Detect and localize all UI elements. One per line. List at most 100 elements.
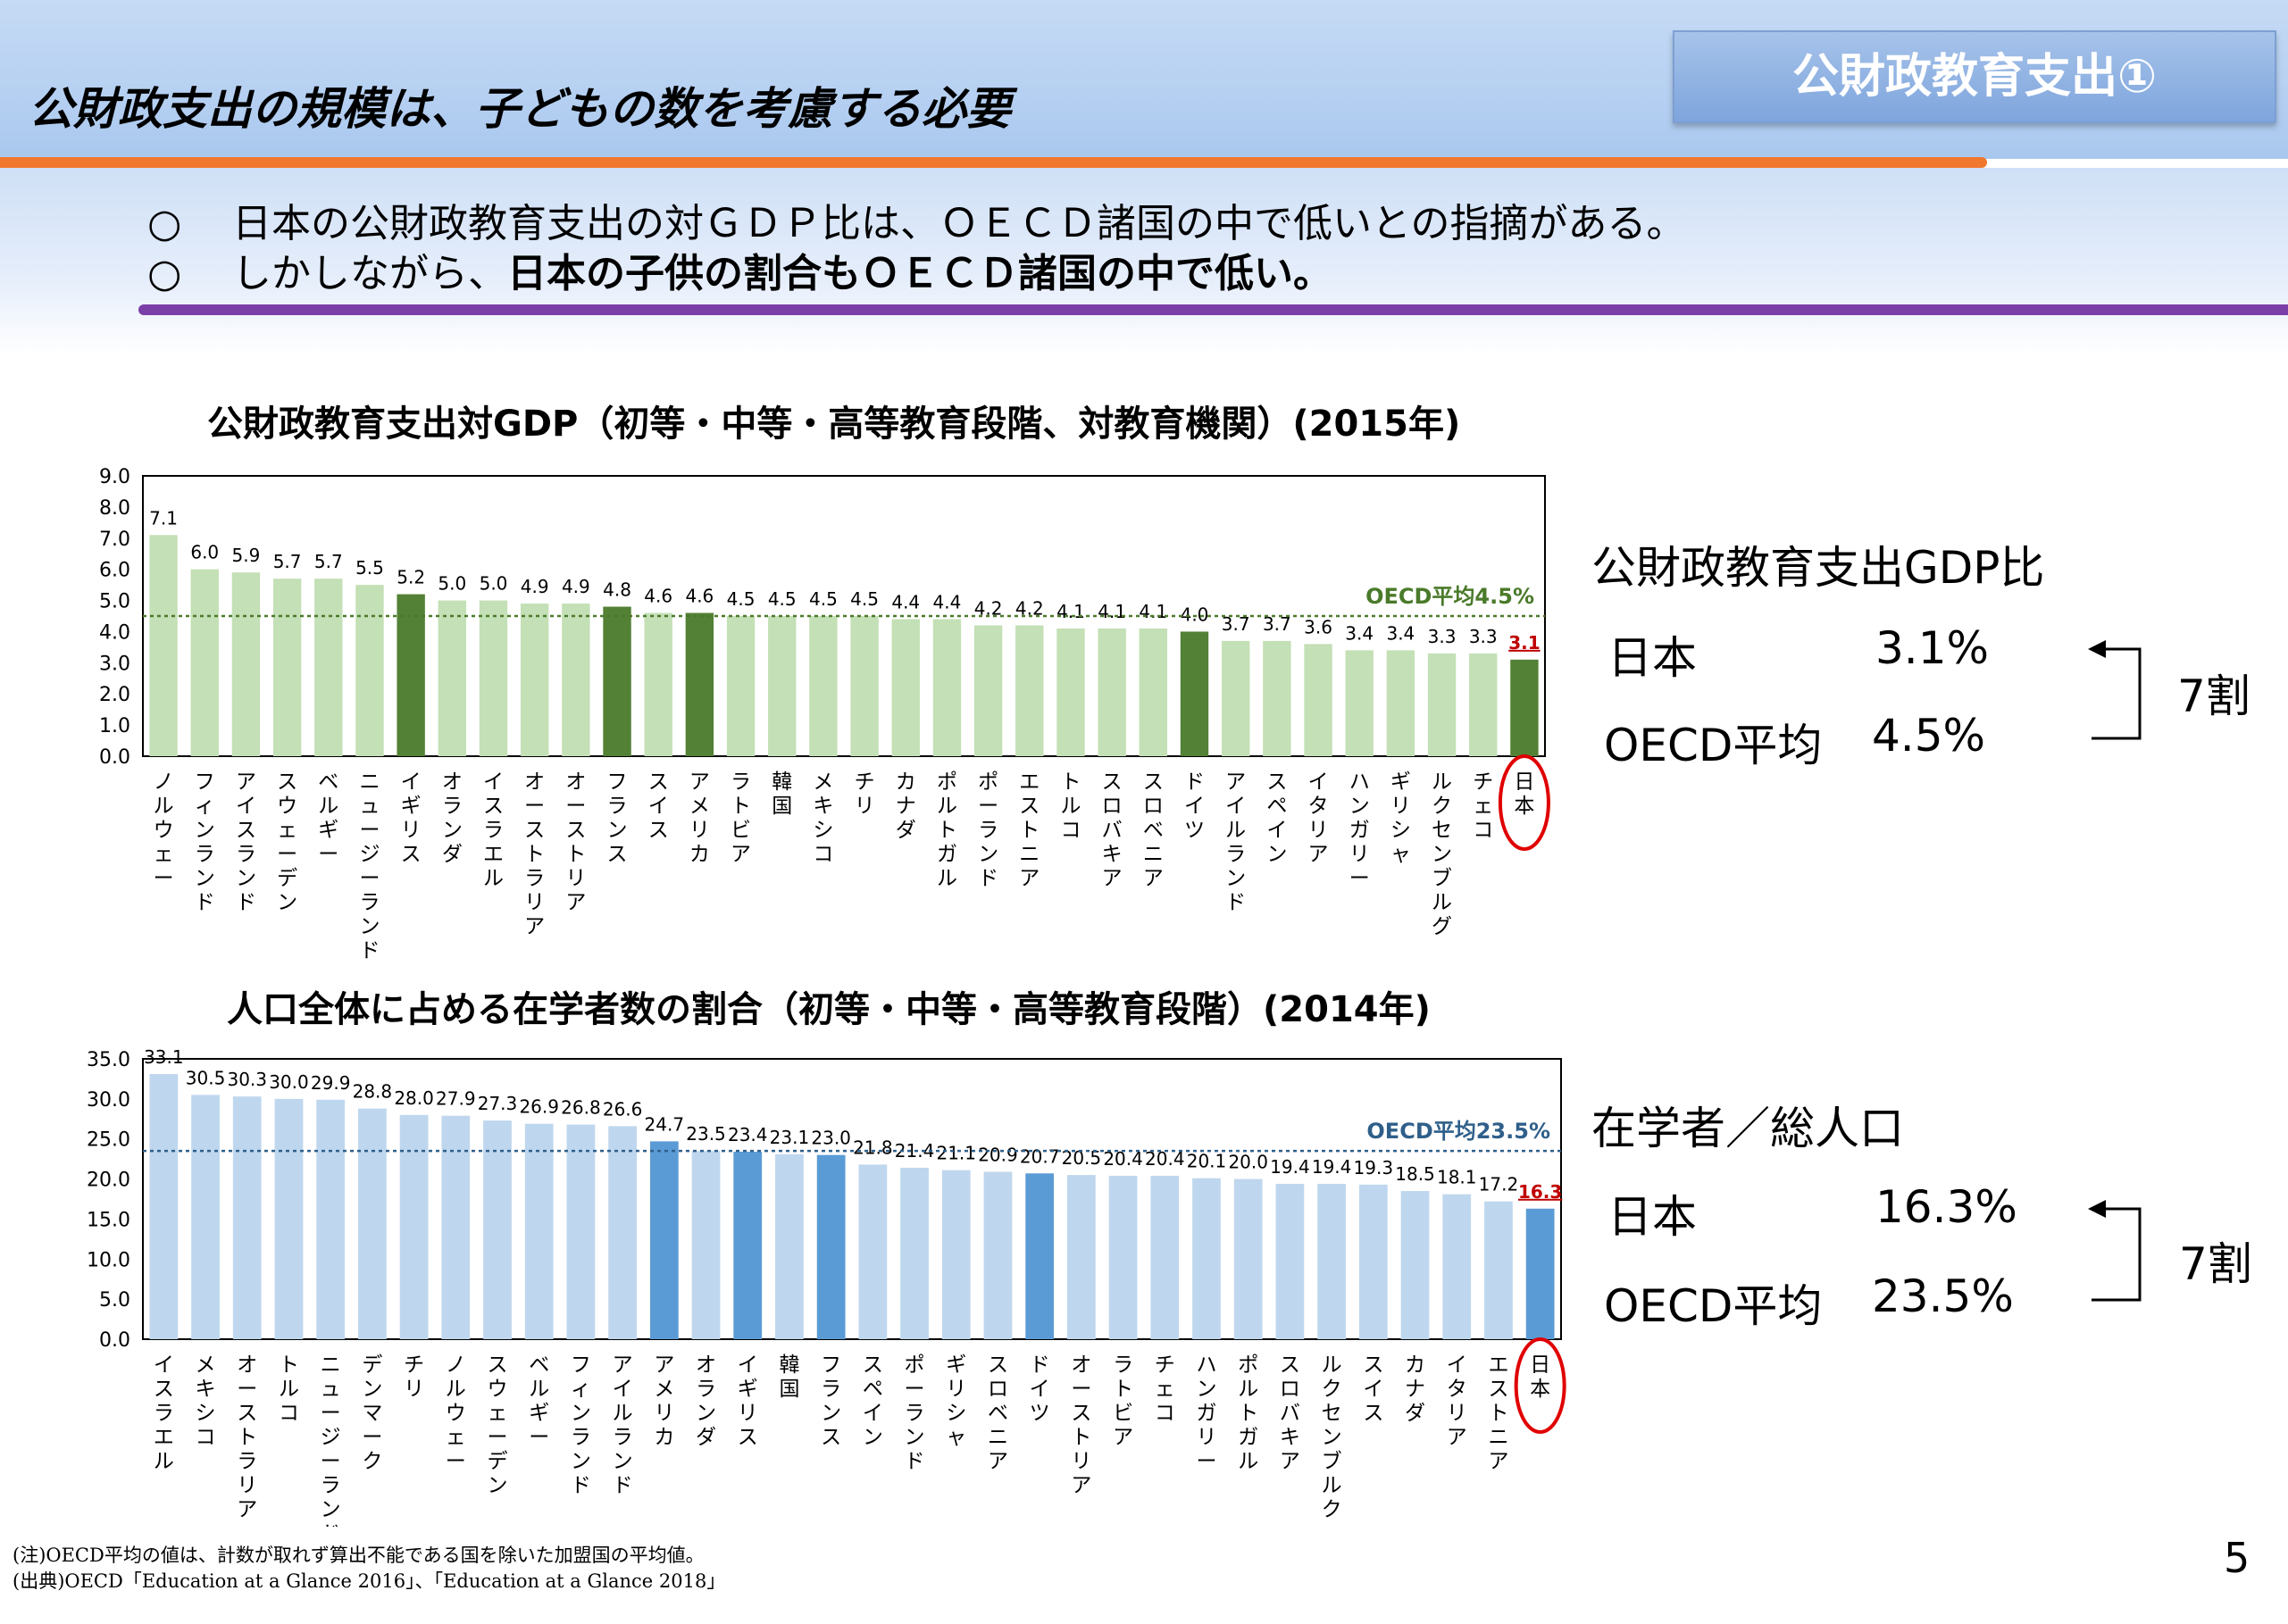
bar: [1139, 628, 1168, 756]
bar: [768, 616, 797, 756]
x-tick-label: ノ: [446, 1353, 466, 1377]
x-tick-label: ト: [565, 843, 586, 866]
y-tick-label: 1.0: [99, 715, 130, 737]
bar: [358, 1108, 387, 1339]
x-tick-label: ア: [524, 915, 545, 938]
x-tick-label: ハ: [1197, 1353, 1217, 1377]
bar: [314, 579, 343, 756]
bar: [1317, 1183, 1346, 1339]
purple-divider: [138, 304, 2288, 315]
x-tick-label: オ: [237, 1353, 257, 1377]
x-tick-label: リ: [524, 891, 545, 914]
data-label: 27.9: [436, 1088, 476, 1110]
x-tick-label: ー: [905, 1378, 925, 1401]
bar: [726, 616, 756, 756]
x-tick-label: ル: [937, 867, 957, 890]
x-tick-label: リ: [1447, 1402, 1467, 1425]
bar: [483, 1120, 512, 1339]
data-label: 4.6: [644, 586, 672, 607]
bar: [1108, 1175, 1138, 1339]
x-tick-label: ク: [362, 1450, 382, 1473]
data-label: 30.0: [269, 1071, 309, 1093]
data-label: 5.7: [273, 551, 302, 572]
x-tick-label: ド: [1030, 1353, 1050, 1377]
bar: [438, 600, 467, 756]
x-tick-label: ス: [1488, 1378, 1508, 1401]
x-tick-label: ス: [1143, 770, 1164, 794]
x-tick-label: ア: [613, 1353, 633, 1377]
x-tick-label: ト: [237, 1426, 257, 1449]
x-tick-label: ラ: [359, 891, 380, 914]
bar: [891, 619, 920, 756]
summary1-bracket-arrow: [2088, 640, 2142, 740]
x-tick-label: ク: [1432, 795, 1452, 818]
japan-circle: [1498, 754, 1550, 851]
x-tick-label: チ: [404, 1353, 424, 1377]
y-tick-label: 10.0: [87, 1249, 130, 1271]
y-tick-label: 0.0: [99, 746, 130, 769]
data-label: 5.7: [314, 551, 343, 572]
x-tick-label: ン: [195, 867, 215, 890]
x-tick-label: ア: [236, 770, 256, 794]
x-tick-label: ス: [401, 843, 422, 866]
x-tick-label: ー: [321, 1450, 341, 1473]
x-tick-label: リ: [946, 1378, 966, 1401]
bar: [1484, 1201, 1513, 1339]
y-tick-label: 20.0: [87, 1170, 130, 1192]
chart-education-spending: 公財政教育支出対GDP（初等・中等・高等教育段階、対教育機関）(2015年) 0.…: [99, 404, 1550, 962]
x-tick-label: ル: [1238, 1378, 1258, 1401]
bar: [191, 1095, 220, 1339]
bullet-mark: ○: [147, 201, 182, 246]
x-tick-label: ギ: [401, 795, 422, 818]
x-tick-label: ラ: [442, 795, 463, 818]
bullet-2: ○ しかしながら、日本の子供の割合もＯＥＣＤ諸国の中で低い。: [147, 241, 1332, 298]
x-tick-label: ア: [1488, 1450, 1508, 1473]
x-tick-label: リ: [855, 795, 875, 818]
x-tick-label: ア: [1113, 1426, 1133, 1449]
x-tick-label: ン: [607, 819, 628, 842]
bullet-text: 日本の公財政教育支出の対ＧＤＰ比は、ＯＥＣＤ諸国の中で低いとの指摘がある。: [232, 201, 1686, 246]
x-tick-label: シ: [196, 1402, 216, 1425]
summary1-oecd-label: OECD平均: [1604, 720, 1823, 771]
x-tick-label: タ: [1308, 795, 1329, 818]
bar: [520, 604, 549, 756]
x-tick-label: ベ: [529, 1353, 549, 1377]
data-label: 5.2: [397, 567, 425, 588]
x-tick-label: ラ: [905, 1402, 925, 1425]
x-tick-label: ア: [988, 1450, 1008, 1473]
orange-divider: [0, 157, 1987, 168]
x-tick-label: ナ: [896, 795, 916, 818]
x-tick-label: ポ: [937, 770, 957, 794]
summary2-bracket-arrow: [2088, 1200, 2142, 1302]
x-tick-label: ジ: [321, 1426, 341, 1449]
data-label: 23.5: [686, 1123, 726, 1145]
x-tick-label: ト: [731, 795, 751, 818]
data-label: 20.0: [1228, 1152, 1268, 1173]
data-label: 28.0: [394, 1087, 434, 1109]
x-tick-label: イ: [401, 770, 422, 794]
x-tick-label: ラ: [978, 819, 998, 842]
data-label: 4.1: [1056, 601, 1085, 622]
x-tick-label: ロ: [988, 1378, 1008, 1401]
x-tick-label: エ: [1488, 1353, 1508, 1377]
bar: [608, 1126, 637, 1339]
summary2-japan-label: 日本: [1607, 1191, 1697, 1243]
x-tick-label: ン: [1225, 867, 1246, 890]
bar: [983, 1171, 1013, 1339]
x-tick-label: ル: [446, 1378, 466, 1401]
x-tick-label: ウ: [488, 1378, 508, 1401]
data-label: 4.5: [768, 588, 797, 610]
x-tick-label: ギ: [318, 819, 338, 842]
bar: [1304, 644, 1332, 756]
x-tick-label: ペ: [1266, 795, 1287, 818]
data-label: 20.7: [1020, 1145, 1060, 1167]
x-tick-label: ン: [321, 1498, 341, 1521]
page-title: 公財政支出の規模は、子どもの数を考慮する必要: [29, 83, 1011, 135]
x-tick-label: カ: [896, 770, 916, 794]
x-tick-label: ン: [1197, 1378, 1217, 1401]
x-tick-label: カ: [654, 1426, 674, 1449]
x-tick-label: シ: [946, 1402, 966, 1425]
x-tick-label: ガ: [1238, 1426, 1258, 1449]
x-tick-label: ア: [1019, 867, 1040, 890]
y-tick-label: 4.0: [99, 621, 130, 644]
